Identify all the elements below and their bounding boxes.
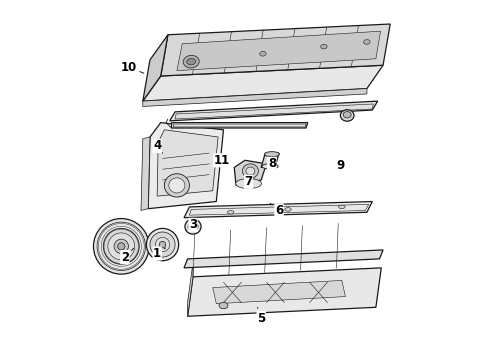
Text: 11: 11 <box>214 154 230 167</box>
Ellipse shape <box>108 233 135 260</box>
Text: 3: 3 <box>186 218 197 231</box>
Ellipse shape <box>159 241 166 248</box>
Text: 7: 7 <box>245 175 254 188</box>
Polygon shape <box>188 268 381 316</box>
Polygon shape <box>213 280 345 304</box>
Ellipse shape <box>262 164 278 169</box>
Ellipse shape <box>169 178 185 193</box>
Ellipse shape <box>187 58 196 65</box>
Ellipse shape <box>246 167 255 175</box>
Text: 2: 2 <box>121 248 134 264</box>
Polygon shape <box>157 130 218 196</box>
Ellipse shape <box>236 179 262 189</box>
Text: 6: 6 <box>270 203 283 217</box>
Ellipse shape <box>183 55 199 68</box>
Polygon shape <box>172 123 308 128</box>
Text: 4: 4 <box>153 139 163 153</box>
Ellipse shape <box>150 232 175 257</box>
Polygon shape <box>188 262 193 316</box>
Polygon shape <box>184 202 372 218</box>
Ellipse shape <box>185 219 201 234</box>
Polygon shape <box>184 250 383 268</box>
Polygon shape <box>234 160 267 185</box>
Ellipse shape <box>320 44 327 49</box>
Ellipse shape <box>94 219 149 274</box>
Polygon shape <box>161 24 390 76</box>
Ellipse shape <box>343 112 351 118</box>
Polygon shape <box>143 89 367 107</box>
Polygon shape <box>177 31 381 71</box>
Ellipse shape <box>364 40 370 44</box>
Ellipse shape <box>260 51 266 56</box>
Ellipse shape <box>147 228 179 261</box>
Ellipse shape <box>188 222 198 231</box>
Ellipse shape <box>164 174 190 197</box>
Polygon shape <box>143 35 168 101</box>
Ellipse shape <box>265 152 279 157</box>
Ellipse shape <box>243 164 258 178</box>
Ellipse shape <box>118 243 125 250</box>
Text: 1: 1 <box>153 247 166 260</box>
Polygon shape <box>261 153 279 167</box>
Ellipse shape <box>191 224 196 229</box>
Polygon shape <box>143 65 383 101</box>
Ellipse shape <box>339 205 345 209</box>
Ellipse shape <box>103 228 139 264</box>
Ellipse shape <box>341 110 354 121</box>
Text: 8: 8 <box>268 157 276 170</box>
Ellipse shape <box>114 239 128 253</box>
Polygon shape <box>148 123 223 209</box>
Ellipse shape <box>285 208 291 211</box>
Polygon shape <box>141 137 150 211</box>
Ellipse shape <box>227 211 234 214</box>
Ellipse shape <box>155 237 170 252</box>
Text: 10: 10 <box>121 60 144 73</box>
Ellipse shape <box>219 302 228 309</box>
Text: 9: 9 <box>336 159 344 172</box>
Text: 5: 5 <box>257 307 265 325</box>
Polygon shape <box>170 101 378 121</box>
